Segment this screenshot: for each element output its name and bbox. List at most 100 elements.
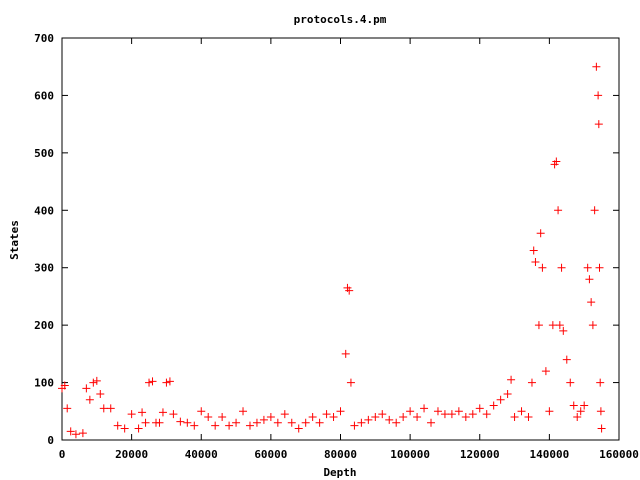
data-point	[583, 263, 592, 272]
data-point	[590, 206, 599, 215]
data-point	[315, 418, 324, 427]
y-tick-label: 700	[34, 32, 54, 45]
data-point	[440, 410, 449, 419]
data-point	[162, 378, 171, 387]
data-point	[106, 404, 115, 413]
data-point	[294, 424, 303, 433]
y-tick-label: 0	[47, 434, 54, 447]
x-tick-label: 80000	[324, 448, 357, 461]
data-point	[524, 413, 533, 422]
data-point	[345, 286, 354, 295]
data-point	[378, 410, 387, 419]
data-point	[552, 157, 561, 166]
data-point	[510, 413, 519, 422]
data-point	[420, 404, 429, 413]
data-point	[197, 407, 206, 416]
data-point	[145, 378, 154, 387]
data-point	[371, 413, 380, 422]
data-point	[461, 413, 470, 422]
data-point	[225, 421, 234, 430]
data-point	[245, 421, 254, 430]
data-point	[534, 321, 543, 330]
data-point	[527, 378, 536, 387]
data-point	[301, 418, 310, 427]
data-point	[120, 424, 129, 433]
data-point	[341, 349, 350, 358]
tick-labels: 0 20000 40000 60000 80000 100000 120000 140000 1…	[34, 32, 639, 461]
data-point	[60, 381, 69, 390]
x-axis-label: Depth	[323, 466, 356, 479]
data-point	[475, 404, 484, 413]
data-point	[364, 415, 373, 424]
data-point	[357, 418, 366, 427]
data-point	[71, 430, 80, 439]
data-point	[169, 410, 178, 419]
data-point	[259, 415, 268, 424]
data-point	[585, 275, 594, 284]
data-point	[573, 413, 582, 422]
data-point	[559, 326, 568, 335]
data-points	[58, 62, 606, 439]
data-point	[280, 410, 289, 419]
data-point	[273, 418, 282, 427]
data-point	[308, 413, 317, 422]
data-point	[482, 410, 491, 419]
data-point	[66, 427, 75, 436]
data-point	[529, 246, 538, 255]
data-point	[176, 417, 185, 426]
data-point	[496, 395, 505, 404]
x-tick-label: 0	[59, 448, 66, 461]
plot-frame	[61, 37, 620, 441]
data-point	[266, 413, 275, 422]
data-point	[596, 378, 605, 387]
y-tick-label: 500	[34, 147, 54, 160]
data-point	[580, 401, 589, 410]
data-point	[545, 407, 554, 416]
data-point	[99, 404, 108, 413]
data-point	[165, 377, 174, 386]
data-point	[183, 418, 192, 427]
x-tick-label: 160000	[599, 448, 639, 461]
data-point	[489, 401, 498, 410]
x-tick-label: 20000	[115, 448, 148, 461]
data-point	[503, 390, 512, 399]
data-point	[427, 418, 436, 427]
data-point	[385, 415, 394, 424]
data-point	[252, 418, 261, 427]
data-point	[468, 410, 477, 419]
data-point	[399, 413, 408, 422]
data-point	[158, 408, 167, 417]
data-point	[96, 390, 105, 399]
data-point	[322, 410, 331, 419]
data-point	[155, 418, 164, 427]
data-point	[538, 263, 547, 272]
data-point	[531, 257, 540, 266]
data-point	[336, 407, 345, 416]
y-tick-label: 400	[34, 204, 54, 217]
data-point	[548, 321, 557, 330]
data-point	[406, 407, 415, 416]
data-point	[566, 378, 575, 387]
data-point	[63, 404, 72, 413]
data-point	[562, 355, 571, 364]
data-point	[594, 91, 603, 100]
data-point	[350, 421, 359, 430]
data-point	[592, 62, 601, 71]
data-point	[454, 407, 463, 416]
data-point	[597, 424, 606, 433]
data-point	[138, 408, 147, 417]
data-point	[507, 375, 516, 384]
y-tick-label: 100	[34, 377, 54, 390]
x-tick-label: 120000	[460, 448, 500, 461]
data-point	[287, 418, 296, 427]
data-point	[587, 298, 596, 307]
x-tick-label: 140000	[530, 448, 570, 461]
y-tick-label: 200	[34, 319, 54, 332]
data-point	[569, 401, 578, 410]
y-tick-label: 600	[34, 89, 54, 102]
data-point	[346, 378, 355, 387]
data-point	[134, 424, 143, 433]
data-point	[82, 384, 91, 393]
ticks	[61, 37, 620, 441]
